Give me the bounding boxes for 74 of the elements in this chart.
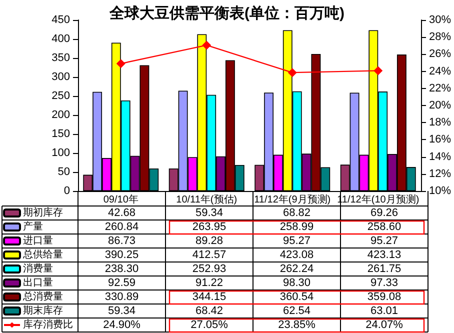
point [288, 68, 297, 78]
data-label: 423.08 [280, 249, 314, 261]
y-tick-label: 50 [58, 166, 70, 178]
data-label: 261.75 [367, 263, 402, 275]
y-tick-label: 100 [52, 147, 70, 159]
x-tick-label: 11/12年(9月预测) [254, 194, 331, 206]
y-tick-label: 250 [52, 90, 70, 102]
data-label: 330.89 [104, 291, 139, 303]
data-label: 97.33 [370, 277, 398, 289]
data-label: 91.22 [195, 277, 224, 289]
data-label: 260.84 [104, 221, 139, 233]
legend-label: 进口量 [23, 234, 53, 246]
data-label: 23.85% [278, 319, 316, 331]
legend-label: 产量 [23, 220, 43, 232]
y2-tick-label: 14% [428, 150, 452, 163]
y-tick-label: 150 [52, 128, 70, 140]
data-label: 390.25 [104, 249, 139, 261]
data-label: 258.99 [280, 221, 314, 233]
y-tick-label: 200 [52, 109, 70, 121]
y2-tick-label: 16% [428, 134, 452, 146]
data-label: 86.73 [108, 235, 136, 247]
data-label: 98.30 [282, 277, 311, 289]
y2-tick-label: 10% [428, 185, 452, 197]
data-label: 24.90% [103, 319, 141, 331]
y-tick-label: 300 [52, 71, 70, 83]
y2-tick-label: 12% [428, 168, 452, 180]
data-label: 68.42 [195, 305, 224, 317]
data-label: 412.57 [192, 249, 226, 261]
y-tick-label: 350 [52, 52, 70, 64]
data-label: 423.13 [367, 249, 402, 261]
y2-tick-label: 22% [428, 82, 452, 94]
data-label: 68.82 [282, 207, 311, 219]
legend-label: 库存消费比 [23, 318, 73, 330]
y-tick-label: 400 [52, 33, 70, 45]
data-label: 27.05% [190, 319, 228, 331]
data-label: 344.15 [192, 291, 226, 303]
legend-label: 消费量 [23, 262, 53, 274]
data-label: 62.54 [282, 305, 311, 317]
legend-label: 出口量 [23, 276, 53, 288]
y2-tick-label: 20% [428, 100, 452, 112]
data-label: 238.30 [104, 263, 139, 275]
data-label: 360.54 [280, 291, 314, 303]
x-tick-label: 09/10年 [103, 194, 138, 206]
data-label: 258.60 [367, 221, 402, 233]
data-label: 92.59 [108, 277, 136, 289]
data-label: 89.28 [195, 235, 224, 247]
point [374, 66, 383, 76]
data-label: 63.01 [370, 305, 398, 317]
y2-tick-label: 28% [428, 31, 452, 44]
legend-label: 总消费量 [22, 290, 63, 302]
data-label: 24.07% [366, 319, 404, 331]
data-label: 95.27 [370, 235, 398, 247]
y-tick-label: 0 [64, 185, 70, 197]
y-tick-label: 450 [52, 14, 70, 26]
data-label: 252.93 [192, 263, 226, 275]
point [202, 40, 212, 50]
data-label: 95.27 [282, 235, 311, 247]
legend-label: 总供给量 [22, 248, 63, 260]
data-label: 263.95 [192, 221, 226, 233]
point [116, 59, 126, 68]
x-tick-label: 10/11年(预估) [176, 194, 238, 206]
data-label: 359.08 [367, 291, 402, 303]
data-label: 69.26 [370, 207, 398, 219]
data-label: 59.34 [195, 207, 224, 219]
y2-tick-label: 30% [428, 14, 452, 26]
data-label: 42.68 [108, 207, 136, 219]
legend-label: 期末库存 [23, 304, 63, 316]
legend-label: 期初库存 [23, 206, 63, 218]
chart-title: 全球大豆供需平衡表(单位：百万吨) [108, 5, 344, 22]
data-label: 59.34 [108, 305, 136, 317]
y2-tick-label: 18% [428, 116, 452, 129]
y2-tick-label: 26% [428, 48, 452, 60]
y2-tick-label: 24% [428, 65, 452, 78]
data-label: 262.24 [280, 263, 314, 275]
